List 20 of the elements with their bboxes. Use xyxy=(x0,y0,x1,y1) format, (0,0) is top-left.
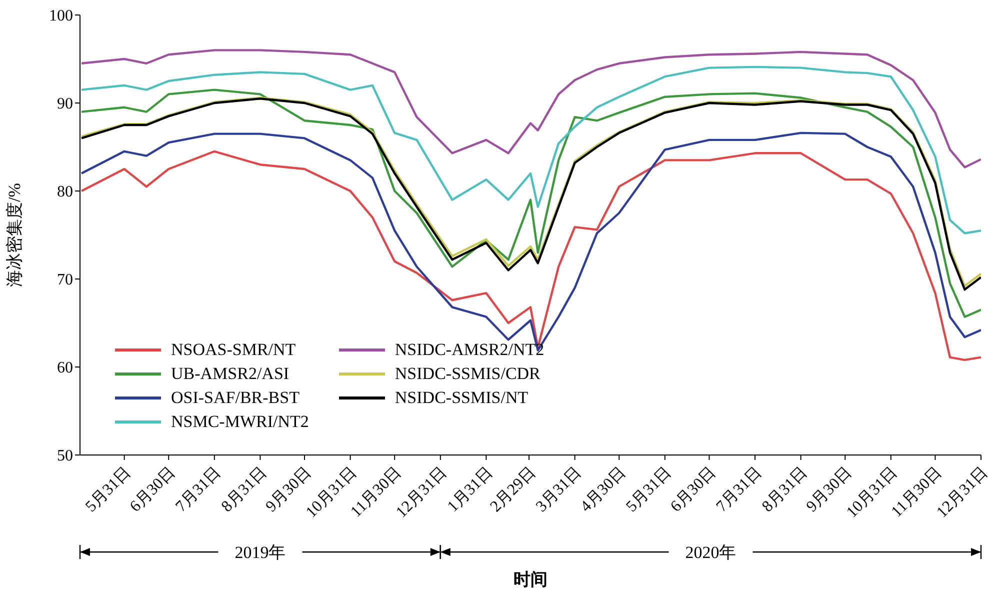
text: 2019年 xyxy=(234,543,286,562)
y-tick-label: 80 xyxy=(57,184,73,201)
legend-label: NSIDC-AMSR2/NT2 xyxy=(394,340,544,360)
legend-label: NSIDC-SSMIS/CDR xyxy=(394,364,540,384)
y-tick-label: 70 xyxy=(57,272,73,289)
y-tick-label: 50 xyxy=(57,448,73,465)
legend-label: UB-AMSR2/ASI xyxy=(171,364,290,384)
line-series xyxy=(80,49,981,168)
legend-label: NSOAS-SMR/NT xyxy=(171,340,296,360)
text: 2020年 xyxy=(685,543,736,562)
legend-label: NSMC-MWRI/NT2 xyxy=(171,412,309,432)
legend-label: NSIDC-SSMIS/NT xyxy=(394,388,528,408)
x-axis-title: 时间 xyxy=(514,570,548,589)
y-tick-label: 90 xyxy=(57,96,73,113)
line-series xyxy=(80,88,981,318)
legend-label: OSI-SAF/BR-BST xyxy=(171,388,300,408)
y-axis-title: 海冰密集度/% xyxy=(5,183,24,287)
y-tick-label: 100 xyxy=(49,8,73,25)
y-tick-label: 60 xyxy=(57,360,73,377)
line-series xyxy=(80,66,981,234)
